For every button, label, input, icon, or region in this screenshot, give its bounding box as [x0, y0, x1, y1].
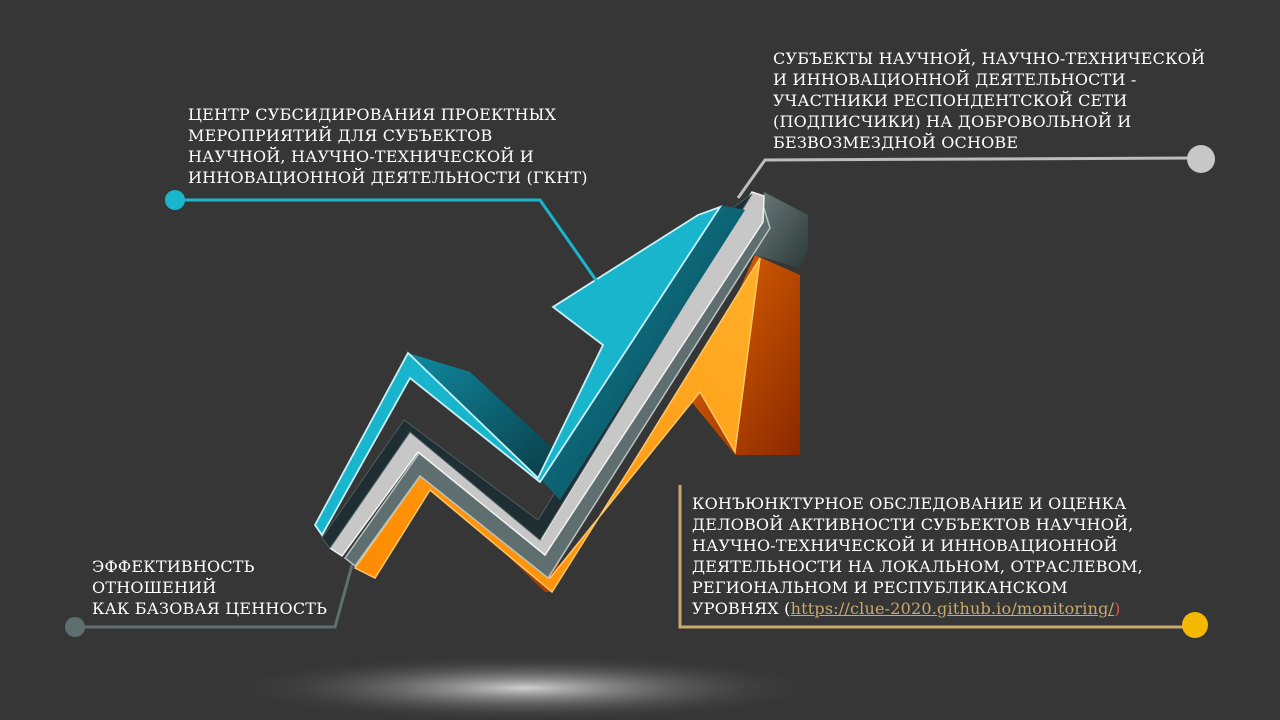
label-text: УРОВНЯХ ( — [692, 599, 791, 618]
teal-arrow — [313, 205, 745, 537]
label-text: ) — [1114, 599, 1121, 618]
label-line: КАК БАЗОВАЯ ЦЕННОСТЬ — [92, 599, 328, 618]
label-top-left: ЦЕНТР СУБСИДИРОВАНИЯ ПРОЕКТНЫХ МЕРОПРИЯТ… — [188, 104, 588, 188]
label-line: УЧАСТНИКИ РЕСПОНДЕНТСКОЙ СЕТИ — [773, 91, 1128, 110]
dot-top-right — [1187, 145, 1215, 173]
label-line: МЕРОПРИЯТИЙ ДЛЯ СУБЪЕКТОВ — [188, 126, 493, 145]
label-line: РЕГИОНАЛЬНОМ И РЕСПУБЛИКАНСКОМ — [692, 578, 1068, 597]
label-line: ОТНОШЕНИЙ — [92, 578, 217, 597]
label-line: ИННОВАЦИОННОЙ ДЕЯТЕЛЬНОСТИ (ГКНТ) — [188, 168, 588, 187]
connector-bottom-left — [75, 564, 354, 629]
connector-top-right — [736, 156, 1201, 199]
label-top-right: СУБЪЕКТЫ НАУЧНОЙ, НАУЧНО-ТЕХНИЧЕСКОЙ И И… — [773, 48, 1205, 153]
floor-glow — [225, 654, 825, 720]
label-bottom-left: ЭФФЕКТИВНОСТЬ ОТНОШЕНИЙ КАК БАЗОВАЯ ЦЕНН… — [92, 556, 327, 619]
label-line: НАУЧНОЙ, НАУЧНО-ТЕХНИЧЕСКОЙ И — [188, 147, 534, 166]
label-line: СУБЪЕКТЫ НАУЧНОЙ, НАУЧНО-ТЕХНИЧЕСКОЙ — [773, 49, 1206, 68]
dot-bottom-left — [65, 617, 85, 637]
label-line: (ПОДПИСЧИКИ) НА ДОБРОВОЛЬНОЙ И — [773, 112, 1132, 131]
label-line: КОНЪЮНКТУРНОЕ ОБСЛЕДОВАНИЕ И ОЦЕНКА — [692, 494, 1127, 513]
connector-bottom-right — [678, 485, 1195, 629]
label-bottom-right: КОНЪЮНКТУРНОЕ ОБСЛЕДОВАНИЕ И ОЦЕНКА ДЕЛО… — [692, 493, 1143, 619]
label-line: ДЕЯТЕЛЬНОСТИ НА ЛОКАЛЬНОМ, ОТРАСЛЕВОМ, — [692, 557, 1143, 576]
label-line: И ИННОВАЦИОННОЙ ДЕЯТЕЛЬНОСТИ - — [773, 70, 1137, 89]
dark-band — [321, 193, 753, 549]
label-line: ЦЕНТР СУБСИДИРОВАНИЯ ПРОЕКТНЫХ — [188, 105, 557, 124]
label-line: НАУЧНО-ТЕХНИЧЕСКОЙ И ИННОВАЦИОННОЙ — [692, 536, 1118, 555]
monitoring-link[interactable]: https://clue-2020.github.io/monitoring/ — [790, 599, 1115, 618]
label-line: БЕЗВОЗМЕЗДНОЙ ОСНОВЕ — [773, 133, 1019, 152]
label-line-with-link: УРОВНЯХ (https://clue-2020.github.io/mon… — [692, 598, 1143, 619]
dot-bottom-right — [1182, 612, 1208, 638]
label-line: ЭФФЕКТИВНОСТЬ — [92, 557, 255, 576]
connector-top-left — [175, 198, 600, 284]
label-line: ДЕЛОВОЙ АКТИВНОСТИ СУБЪЕКТОВ НАУЧНОЙ, — [692, 515, 1134, 534]
dot-top-left — [165, 190, 185, 210]
